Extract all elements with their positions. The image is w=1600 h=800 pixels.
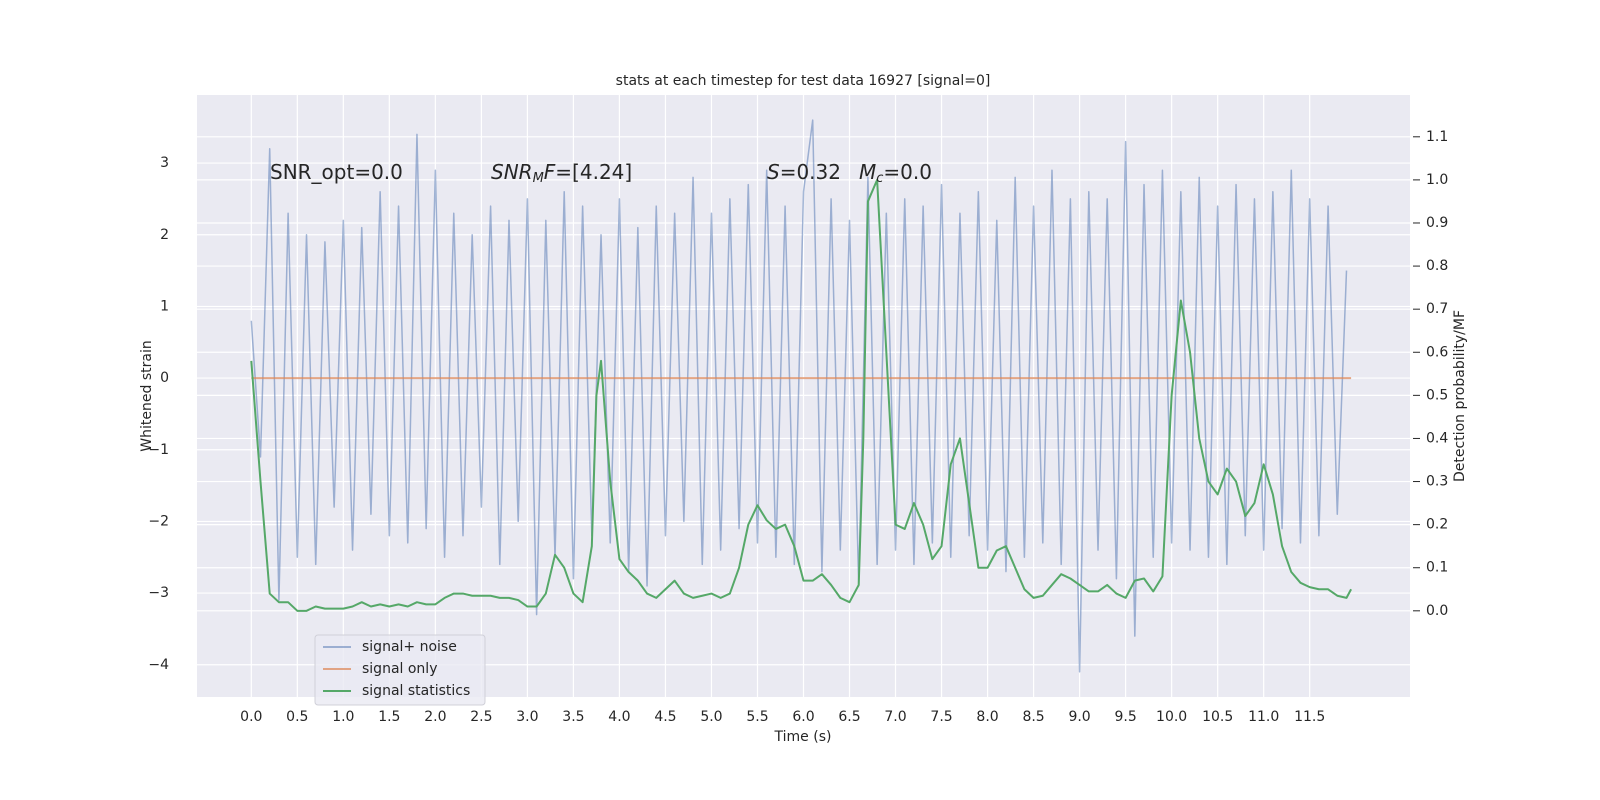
- x-tick-label: 2.0: [424, 709, 446, 725]
- y2-tick-label: 0.9: [1426, 215, 1448, 231]
- x-axis-label: Time (s): [774, 729, 832, 745]
- x-tick-label: 2.5: [470, 709, 492, 725]
- x-tick-label: 3.0: [516, 709, 538, 725]
- x-tick-label: 10.5: [1202, 709, 1233, 725]
- x-tick-label: 11.5: [1294, 709, 1325, 725]
- annotation-part: c: [876, 171, 883, 186]
- y2-axis-label: Detection probability/MF: [1452, 310, 1468, 482]
- legend-label: signal only: [362, 661, 437, 677]
- y2-tick-label: 1.0: [1426, 172, 1448, 188]
- x-tick-label: 6.5: [838, 709, 860, 725]
- x-tick-label: 7.5: [930, 709, 952, 725]
- y2-tick-label: 0.0: [1426, 603, 1448, 619]
- x-tick-label: 1.0: [332, 709, 354, 725]
- series-line: [250, 178, 1352, 612]
- chart-title: stats at each timestep for test data 169…: [616, 73, 991, 89]
- x-tick-label: 8.0: [976, 709, 998, 725]
- annotation: Mc=0.0: [859, 160, 932, 186]
- annotation-part: M: [533, 171, 544, 186]
- x-tick-label: 11.0: [1248, 709, 1279, 725]
- y2-tick-label: 0.1: [1426, 560, 1448, 576]
- annotation-part: =[4.24]: [555, 160, 632, 184]
- x-tick-label: 1.5: [378, 709, 400, 725]
- x-tick-label: 5.5: [746, 709, 768, 725]
- y2-tick-label: 0.2: [1426, 517, 1448, 533]
- y-tick-label: 2: [160, 227, 169, 243]
- y2-tick-label: 0.4: [1426, 430, 1448, 446]
- annotation-part: =0.0: [883, 160, 932, 184]
- annotation: SNRMF=[4.24]: [491, 160, 632, 186]
- y-tick-label: −4: [148, 657, 169, 673]
- x-tick-label: 4.5: [654, 709, 676, 725]
- y2-tick-label: 0.7: [1426, 301, 1448, 317]
- legend-label: signal statistics: [362, 683, 470, 699]
- y-tick-label: −3: [148, 585, 169, 601]
- y2-tick-label: 0.3: [1426, 474, 1448, 490]
- annotation-part: M: [859, 160, 876, 184]
- y-axis-label: Whitened strain: [139, 340, 155, 451]
- annotation-part: F: [544, 160, 556, 184]
- annotation: SNR_opt=0.0: [270, 160, 403, 184]
- x-tick-label: 8.5: [1022, 709, 1044, 725]
- y-tick-label: 1: [160, 298, 169, 314]
- y-tick-label: 0: [160, 370, 169, 386]
- y-tick-label: −2: [148, 513, 169, 529]
- x-tick-label: 5.0: [700, 709, 722, 725]
- annotation-part: SNR_opt=0.0: [270, 160, 403, 184]
- annotation-part: =0.32: [780, 160, 841, 184]
- x-tick-label: 4.0: [608, 709, 630, 725]
- x-tick-label: 0.0: [240, 709, 262, 725]
- x-tick-label: 9.0: [1068, 709, 1090, 725]
- y-tick-label: −1: [148, 442, 169, 458]
- x-tick-label: 6.0: [792, 709, 814, 725]
- y2-tick-label: 0.5: [1426, 387, 1448, 403]
- x-tick-label: 0.5: [286, 709, 308, 725]
- legend-label: signal+ noise: [362, 639, 457, 655]
- y2-tick-label: 0.6: [1426, 344, 1448, 360]
- annotation-part: S: [767, 160, 780, 184]
- y2-tick-label: 1.1: [1426, 129, 1448, 145]
- y2-tick-label: 0.8: [1426, 258, 1448, 274]
- annotation: S=0.32: [767, 160, 841, 184]
- x-tick-label: 10.0: [1156, 709, 1187, 725]
- annotation-part: SNR: [491, 160, 533, 184]
- y-tick-label: 3: [160, 155, 169, 171]
- x-tick-label: 9.5: [1114, 709, 1136, 725]
- x-tick-label: 3.5: [562, 709, 584, 725]
- legend-box: [314, 634, 486, 706]
- x-tick-label: 7.0: [884, 709, 906, 725]
